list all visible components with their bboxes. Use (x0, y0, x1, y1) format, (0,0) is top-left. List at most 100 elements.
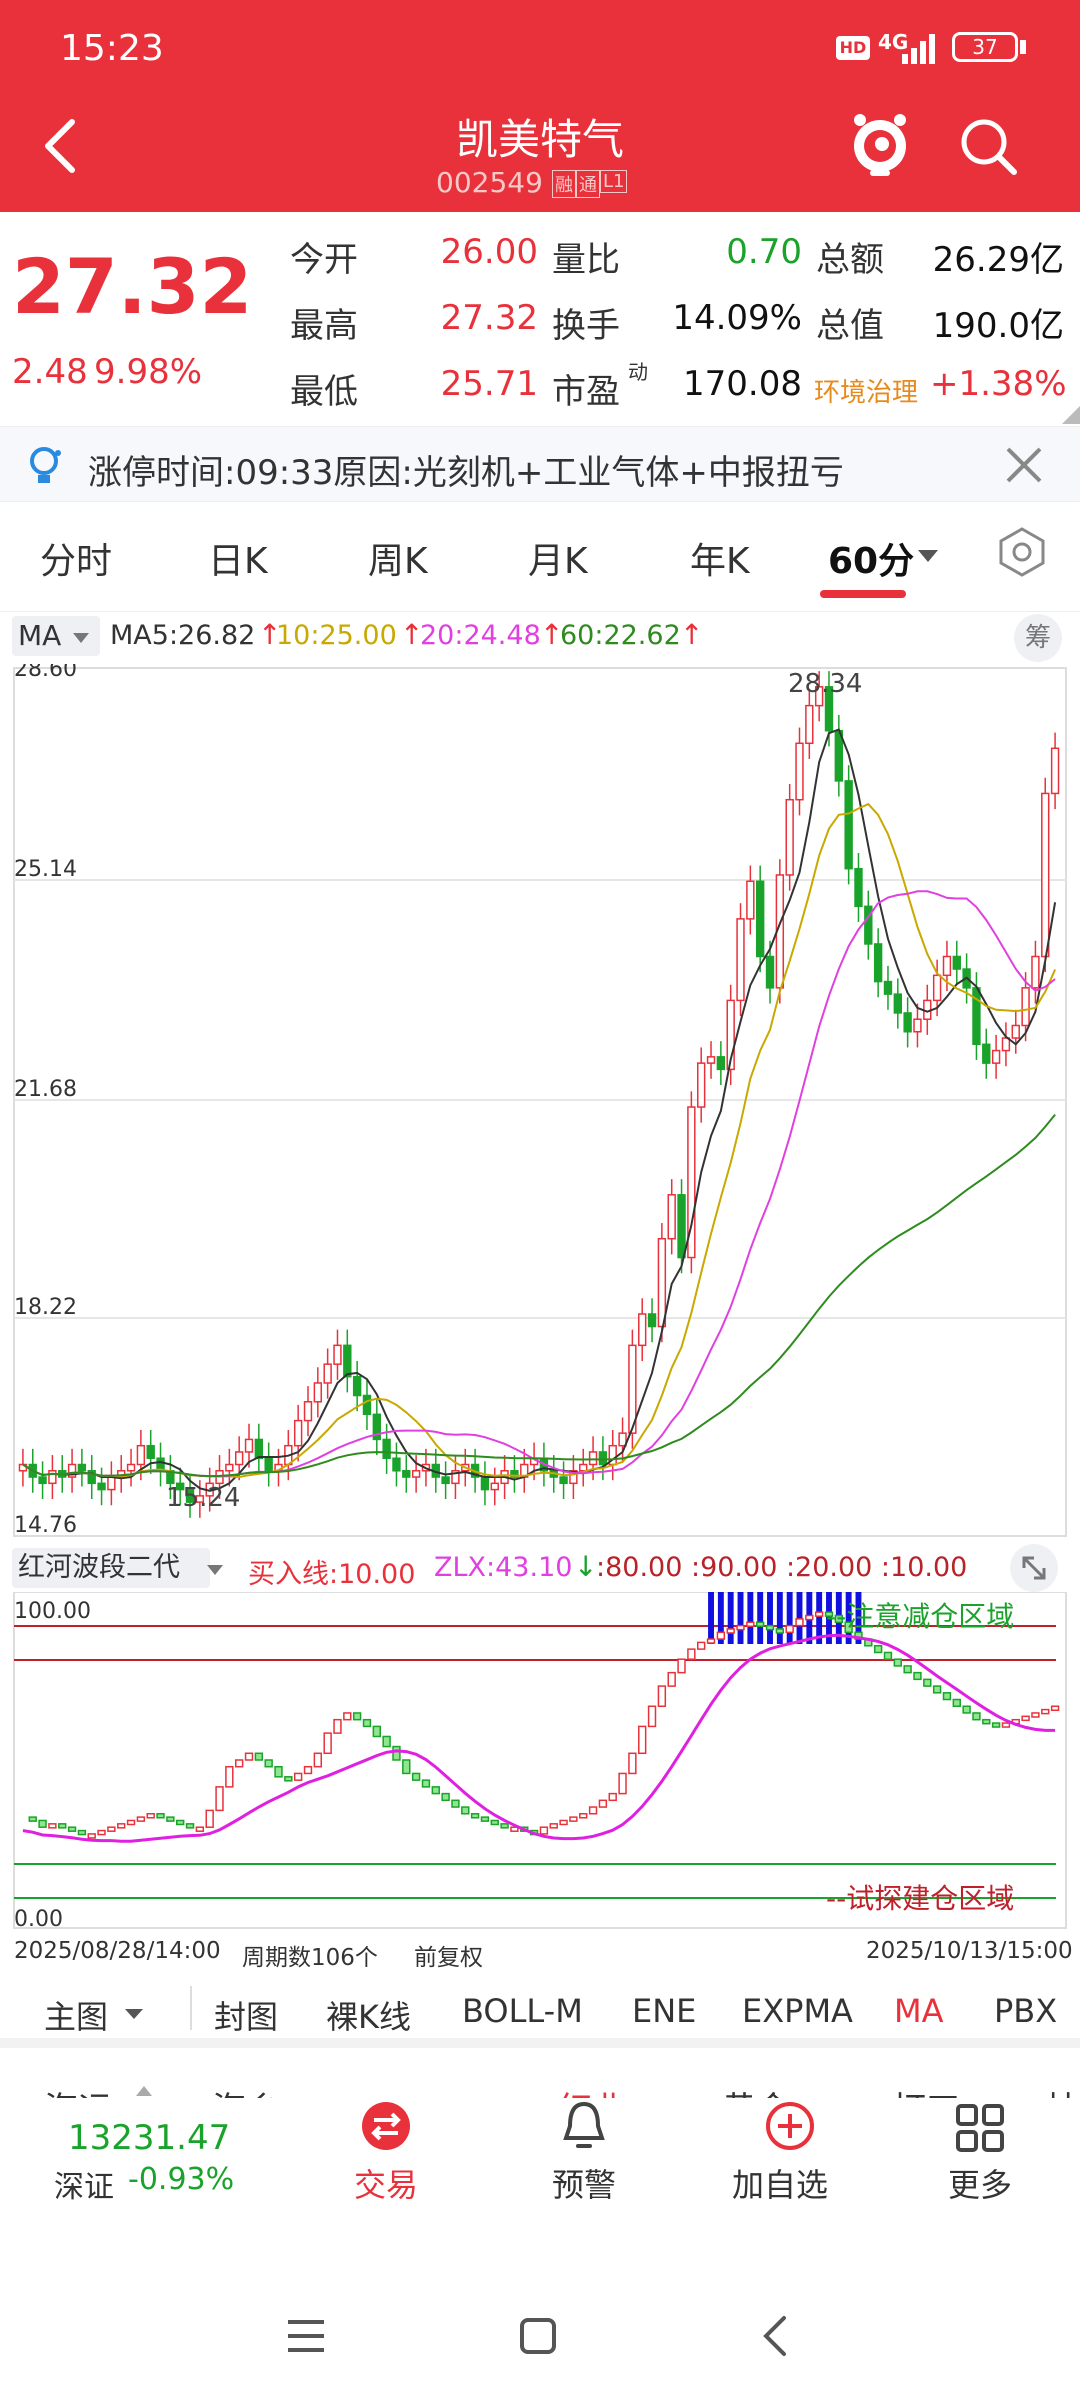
indicator-name: 红河波段二代 (18, 1552, 180, 1583)
tab-monthly[interactable]: 月K (528, 541, 588, 582)
alert-button[interactable]: 预警 (524, 2098, 644, 2218)
candle (697, 1062, 706, 1108)
tab-daily[interactable]: 日K (208, 541, 268, 582)
corner-arrow-icon (1062, 406, 1080, 424)
sector-link[interactable]: 环境治理 (814, 378, 919, 408)
tab-yearly[interactable]: 年K (690, 541, 750, 582)
lightbulb-icon (30, 447, 61, 483)
oscillator-bar (470, 1813, 480, 1819)
reduce-zone-label: --注意减仓区域 (826, 1600, 1014, 1633)
candle (913, 1018, 922, 1033)
back-nav-icon[interactable] (756, 2314, 796, 2358)
indicator-select[interactable]: 红河波段二代 (12, 1548, 210, 1588)
oscillator-bar (382, 1735, 391, 1748)
candle (932, 974, 942, 1002)
badge-rong: 融 (552, 170, 576, 198)
more-button[interactable]: 更多 (920, 2098, 1040, 2218)
label-market-cap: 总值 (816, 306, 884, 346)
oscillator-bar (814, 1611, 824, 1617)
home-icon[interactable] (518, 2316, 558, 2356)
y-tick-label: 21.68 (14, 1077, 77, 1102)
tab-main-chart[interactable]: 主图 (44, 1998, 109, 2036)
ma-select-label: MA (18, 619, 62, 652)
candle (1050, 747, 1060, 795)
expand-button[interactable] (1010, 1544, 1058, 1592)
oscillator-bar (293, 1772, 303, 1781)
signal-icon (902, 34, 935, 64)
candle (559, 1476, 568, 1485)
tab-expma[interactable]: EXPMA (742, 1992, 853, 2030)
oscillator-bars-group (28, 1611, 1060, 1839)
oscillator-bar (755, 1621, 765, 1627)
add-watchlist-label: 加自选 (732, 2166, 829, 2204)
back-icon[interactable] (36, 114, 86, 178)
price-change: 2.48 (12, 352, 88, 392)
hd-icon: HD (836, 36, 870, 60)
reduce-signal-bar (727, 1592, 734, 1644)
kline-chart[interactable]: 28.60 25.14 21.68 18.22 14.76 28.34 15.2… (0, 664, 1080, 1544)
tab-pbx[interactable]: PBX (994, 1992, 1058, 2030)
trade-button[interactable]: 交易 (326, 2098, 446, 2218)
candle (864, 905, 873, 945)
candle (87, 1470, 96, 1485)
oscillator-bar (117, 1823, 126, 1829)
menu-icon[interactable] (286, 2316, 326, 2356)
oscillator-bar (87, 1833, 96, 1839)
oscillator-bar (244, 1752, 254, 1761)
candle (77, 1463, 87, 1472)
oscillator-bar (490, 1819, 499, 1826)
reduce-signal-bar (776, 1592, 783, 1644)
chip-button[interactable]: 筹 (1014, 614, 1062, 662)
active-tab-indicator (820, 590, 906, 598)
oscillator-bar (539, 1826, 549, 1835)
index-ticker[interactable]: 13231.47 深证 -0.93% (0, 2086, 290, 2218)
zlx-down-arrow-icon: ↓ (574, 1550, 598, 1583)
candle (765, 955, 775, 989)
tab-boll-m[interactable]: BOLL-M (462, 1992, 583, 2030)
tab-weekly[interactable]: 周K (368, 541, 428, 582)
settings-hexagon-icon[interactable] (996, 526, 1048, 578)
current-price: 27.32 (12, 242, 253, 331)
candle (303, 1401, 313, 1422)
limit-up-notice[interactable]: 涨停时间:09:33原因:光刻机+工业气体+中报扭亏 (0, 426, 1080, 502)
oscillator-bar (48, 1823, 57, 1829)
oscillator-bar (608, 1792, 617, 1802)
candle (490, 1482, 499, 1491)
battery-tip (1020, 40, 1026, 54)
reduce-signal-bar (737, 1592, 744, 1644)
ma-legend: MA MA5:26.82 10:25.00 20:24.48 60:22.62 … (0, 612, 1080, 664)
indicator-header: 红河波段二代 买入线:10.00 ZLX:43.10 ↓ :80.00 :90.… (0, 1544, 1080, 1592)
indicator-chart[interactable]: 100.00 0.00 --注意减仓区域 --试探建仓区域 (0, 1592, 1080, 1932)
ma60-line (22, 1113, 1056, 1478)
tab-60min[interactable]: 60分 (828, 541, 915, 582)
ma10-label: 10:25.00 (276, 620, 397, 651)
oscillator-bar (982, 1718, 991, 1725)
reduce-signal-bar (708, 1592, 714, 1644)
candle (1031, 955, 1040, 989)
tab-ma[interactable]: MA (894, 1992, 944, 2030)
oscillator-bar (372, 1725, 381, 1738)
close-icon[interactable] (1004, 445, 1044, 485)
levels-label: :80.00 :90.00 :20.00 :10.00 (596, 1552, 968, 1583)
mascot-icon[interactable] (848, 108, 912, 180)
label-turnover-rate: 换手 (552, 306, 620, 346)
tab-seal[interactable]: 封图 (214, 1998, 279, 2036)
candle (451, 1470, 460, 1485)
candle (1001, 1037, 1011, 1052)
build-zone-label: --试探建仓区域 (826, 1882, 1014, 1915)
add-watchlist-button[interactable]: 加自选 (720, 2098, 860, 2218)
candle (824, 686, 834, 732)
oscillator-bar (795, 1618, 804, 1627)
tab-ene[interactable]: ENE (632, 1992, 697, 2030)
reduce-signal-bar (786, 1592, 793, 1644)
blue-signal-group (708, 1592, 862, 1644)
tab-intraday[interactable]: 分时 (40, 541, 113, 582)
status-bar: 15:23 HD 4G 37 (0, 0, 1080, 100)
value-market-cap: 190.0亿 (932, 306, 1064, 346)
oscillator-bar (392, 1745, 401, 1761)
tab-naked-k[interactable]: 裸K线 (326, 1998, 411, 2036)
candle (657, 1237, 667, 1328)
search-icon[interactable] (956, 114, 1020, 178)
y-tick-label: 28.60 (14, 664, 77, 682)
candle (38, 1476, 47, 1485)
